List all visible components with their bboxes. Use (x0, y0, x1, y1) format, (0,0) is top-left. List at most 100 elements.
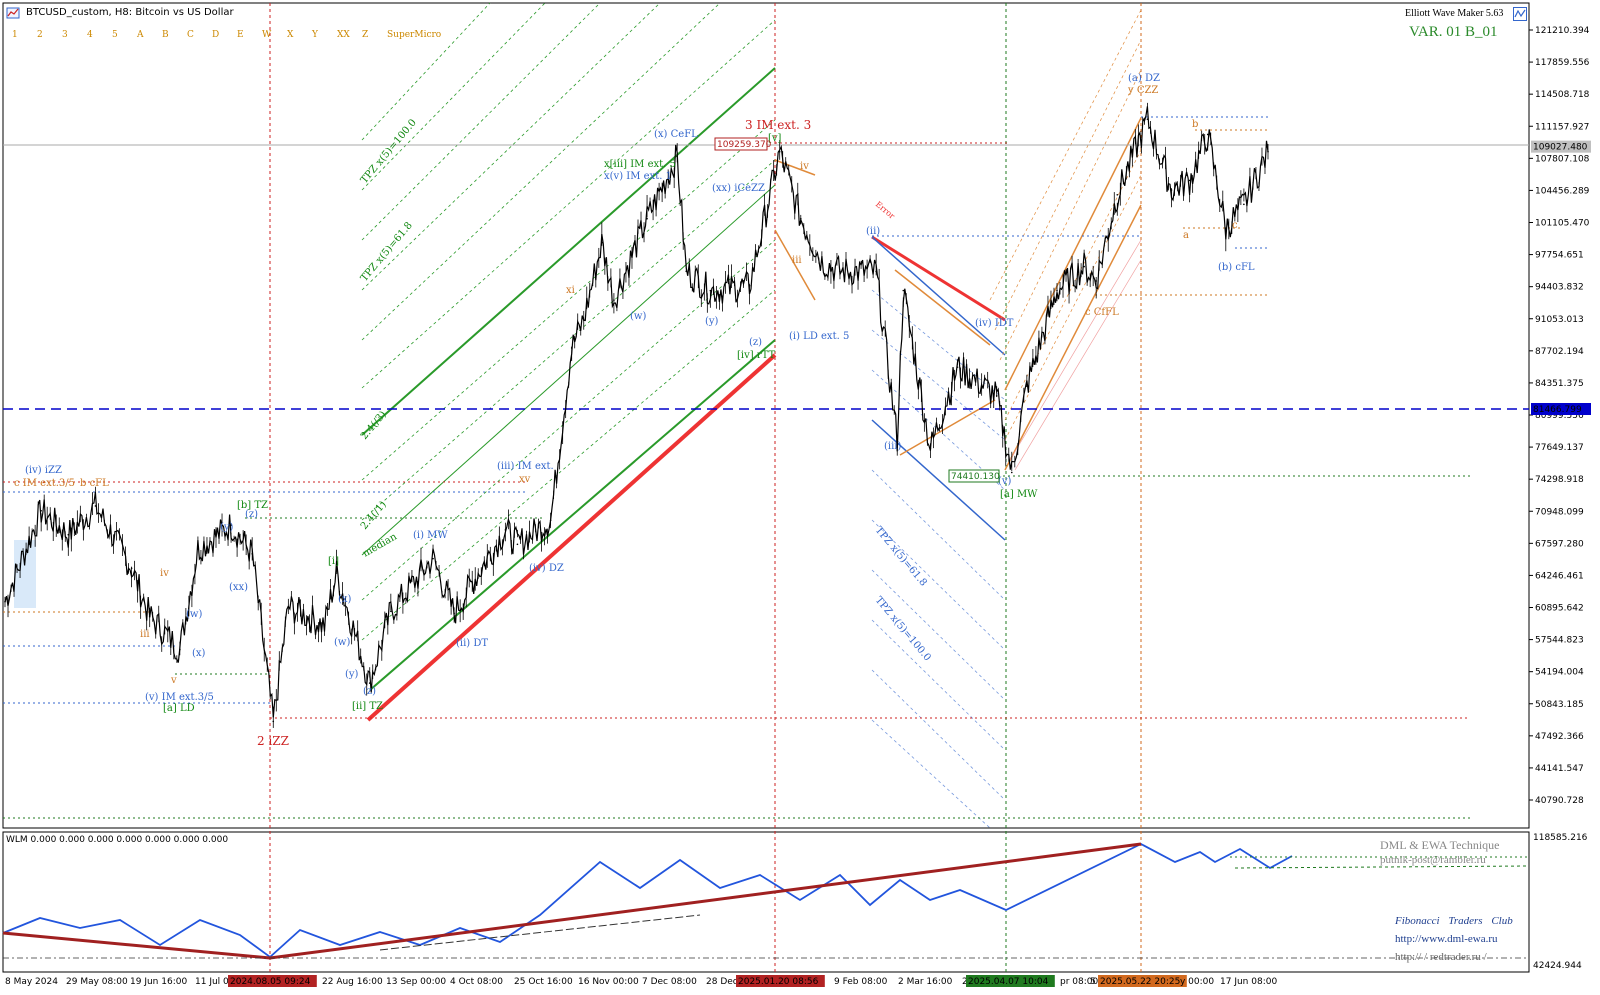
symbol-icon (6, 7, 20, 19)
wave-toolbar-item[interactable]: B (162, 30, 169, 40)
price-point (1243, 203, 1245, 206)
price-point (1056, 289, 1058, 292)
blue-highlight-box (14, 540, 36, 608)
variant-label: VAR. 01 B_01 (1409, 24, 1498, 40)
price-point (902, 289, 905, 292)
price-point (287, 605, 290, 608)
ewm-icon[interactable] (1513, 7, 1527, 21)
time-tick-label: 17 Jun 08:00 (1220, 977, 1277, 987)
wave-label-x2-blue: (x) (338, 594, 352, 605)
time-tick-label: pr 08:00 (1060, 977, 1098, 987)
wave-label-iv-rtt: [iv] rTT (737, 350, 775, 361)
price-point (94, 505, 97, 507)
indicator-watermark-2: putnik-post@rambler.ru (1380, 854, 1486, 866)
wave-label-a-mw: [a] MW (1000, 489, 1038, 500)
price-tick-label: 67597.280 (1535, 539, 1584, 549)
price-point (995, 395, 998, 397)
price-point (335, 572, 338, 574)
price-tick-label: 44141.547 (1535, 764, 1584, 774)
price-point (1206, 133, 1209, 136)
footer-link-redtrader[interactable]: http:// / redtrader.ru / (1395, 951, 1487, 963)
price-tick-label: 54194.004 (1535, 668, 1584, 678)
wave-label-a: a (1183, 230, 1189, 241)
time-tick-label-highlight: 2025.04.07 10:04 (968, 977, 1049, 987)
price-box-low: 74410.130 (948, 469, 1000, 483)
price-point (821, 261, 823, 263)
wave-label-y-blue: (y) (220, 522, 234, 533)
fib-label-median: median (361, 531, 399, 560)
price-tick-label: 50843.185 (1535, 700, 1584, 710)
time-tick-label: 9 Feb 08:00 (834, 977, 888, 987)
price-point (709, 289, 712, 292)
time-tick-label: 2 Mar 16:00 (898, 977, 953, 987)
wave-toolbar-item[interactable]: Z (362, 30, 368, 40)
price-point (929, 447, 932, 450)
fib-label-tpz-100: TPZ x(5)=100.0 (359, 117, 419, 186)
wave-label-iii-orange: iii (140, 629, 150, 640)
price-tick-label: 57544.823 (1535, 636, 1584, 646)
time-tick-label: 29 May 08:00 (66, 977, 128, 987)
time-tick-label-highlight: 2025.01.20 08:56 (738, 977, 819, 987)
time-tick-label-highlight: 2025.05.22 20:25 (1100, 977, 1180, 987)
wave-label-v-green: [v] (768, 133, 782, 144)
price-point (4, 600, 6, 603)
wave-toolbar: 1 2 3 4 5 A B C D E W X Y XX Z SuperMicro (12, 28, 452, 40)
price-point (432, 557, 434, 560)
wave-toolbar-item[interactable]: Y (311, 30, 319, 40)
wave-toolbar-item[interactable]: W (262, 30, 272, 40)
wave-label-iv-orange: iv (160, 568, 169, 579)
wave-label-z2-blue: (z) (363, 686, 376, 697)
wave-toolbar-item[interactable]: 5 (112, 30, 118, 40)
time-tick-label: 11 Jul 00:00 (195, 977, 249, 987)
price-point (197, 548, 199, 550)
price-point (1116, 193, 1119, 196)
price-point (230, 524, 232, 526)
wave-label-y-czz: y CZZ (1127, 85, 1158, 96)
wave-label-z-blue: (z) (245, 509, 258, 520)
footer-link-dml[interactable]: http://www.dml-ewa.ru (1395, 933, 1498, 945)
wave-label-i-ld: (i) LD ext. 5 (789, 331, 849, 342)
footer-fibonacci: Fibonacci Traders Club (1395, 915, 1513, 927)
wave-label-xiii-im: x[iii] IM ext. 5 (604, 159, 676, 170)
price-point (685, 270, 688, 273)
price-point (390, 610, 392, 613)
price-point (778, 150, 781, 153)
price-box-high: 109259.370 (714, 137, 772, 151)
wave-toolbar-item[interactable]: C (187, 30, 194, 40)
price-tick-label: 74298.918 (1535, 475, 1584, 485)
indicator-pane (2, 842, 1530, 960)
wave-toolbar-item[interactable]: 3 (62, 30, 68, 40)
wave-toolbar-item[interactable]: SuperMicro (387, 30, 441, 40)
wave-toolbar-item[interactable]: 2 (37, 30, 43, 40)
price-point (272, 720, 275, 723)
wave-toolbar-item[interactable]: A (136, 30, 144, 40)
wave-labels: (iv) iZZ c IM ext.3/5 b cFL (v) IM ext.3… (14, 73, 1255, 748)
wave-label-3-im-ext3: 3 IM ext. 3 (745, 118, 811, 132)
price-point (1083, 265, 1085, 268)
price-tick-label: 94403.832 (1535, 283, 1584, 293)
wave-toolbar-item[interactable]: 1 (12, 30, 18, 40)
price-point (471, 581, 474, 584)
green-channel (361, 2, 776, 691)
symbol-title: BTCUSD_custom, H8: Bitcoin vs US Dollar (26, 7, 234, 18)
price-point (1267, 150, 1269, 153)
time-tick-label: 22 Aug 16:00 (322, 977, 383, 987)
wave-label-c: c (1232, 220, 1238, 231)
price-tick-label: 104456.289 (1535, 186, 1590, 196)
price-point (148, 615, 151, 617)
indicator-name: Elliott Wave Maker 5.63 (1405, 8, 1504, 19)
wave-toolbar-item[interactable]: 4 (87, 30, 93, 40)
wave-toolbar-item[interactable]: D (212, 30, 219, 40)
wave-toolbar-item[interactable]: E (237, 30, 244, 40)
wave-toolbar-item[interactable]: X (287, 30, 294, 40)
wave-label-xv-im: x(v) IM ext. 1 (604, 171, 672, 182)
wave-toolbar-item[interactable]: XX (337, 30, 350, 40)
price-line (4, 106, 1269, 718)
price-point (646, 217, 648, 220)
price-tick-label: 47492.366 (1535, 732, 1584, 742)
price-tick-label: 114508.718 (1535, 90, 1590, 100)
price-tick-label: 77649.137 (1535, 443, 1584, 453)
wave-label-b-cfl: (b) cFL (1218, 262, 1255, 273)
price-point (368, 682, 371, 684)
wave-label-ii: (ii) (866, 226, 880, 237)
